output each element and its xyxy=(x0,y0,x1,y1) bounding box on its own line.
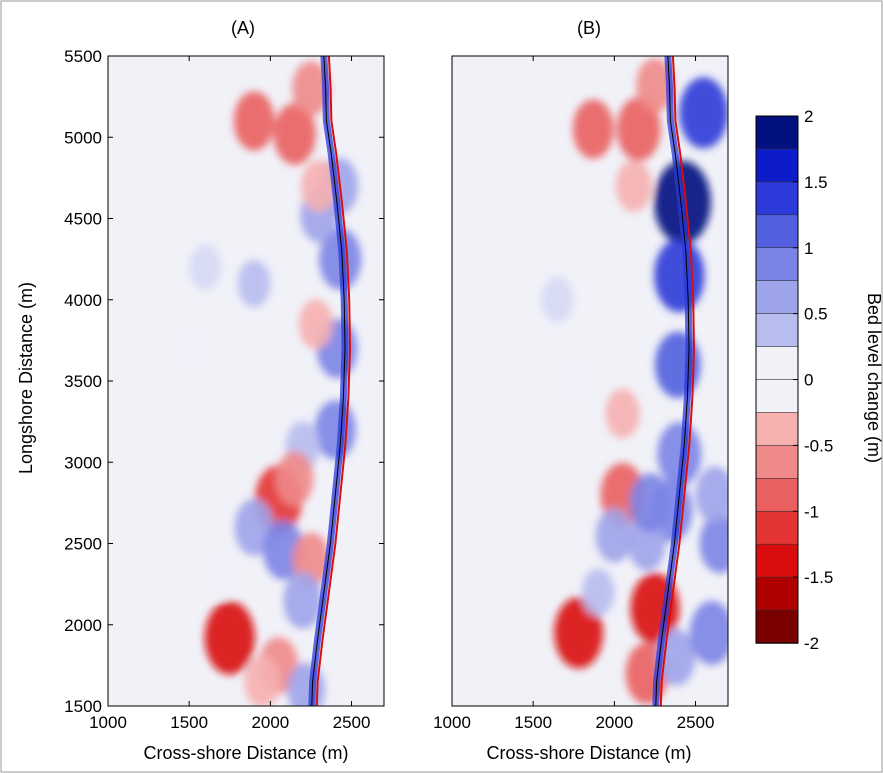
panel-b-change-cell xyxy=(629,473,671,533)
panel-a-ytick-label: 3500 xyxy=(64,372,102,391)
panel-b-shoreline-erosion xyxy=(659,56,696,706)
colorbar-swatch xyxy=(755,148,799,183)
colorbar-swatch xyxy=(755,115,799,150)
panel-b-change-cell xyxy=(616,97,661,162)
panel-a-change-cell xyxy=(301,160,338,212)
panel-b-change-cell xyxy=(615,160,652,212)
panel-a-xtick-label: 1500 xyxy=(170,713,208,732)
panel-a-ytick-label: 2500 xyxy=(64,535,102,554)
panel-b-change-cell xyxy=(595,508,634,563)
panel-b-change-cell xyxy=(636,58,674,113)
panel-b: (B) Cross-shore Distance (m) 1000 1500 200… xyxy=(433,18,729,763)
panel-a-change-cell xyxy=(275,451,314,506)
panel-b-xtick-label: 2500 xyxy=(677,713,715,732)
panel-b-label: (B) xyxy=(577,18,601,38)
panel-a-xtick-label: 1000 xyxy=(89,713,127,732)
panel-a-change-cell xyxy=(173,326,205,371)
panel-a-xlabel: Cross-shore Distance (m) xyxy=(143,743,348,763)
panel-b-change-cell xyxy=(689,600,728,665)
panel-b-coastline xyxy=(655,56,690,706)
panel-a-ytick-label: 5000 xyxy=(64,128,102,147)
colorbar-tick-label: -2 xyxy=(804,634,819,653)
panel-b-change-cell xyxy=(572,99,614,159)
panel-a-ytick-label: 1500 xyxy=(64,697,102,716)
panel-b-xtick-label: 2000 xyxy=(595,713,633,732)
colorbar-swatch xyxy=(755,576,799,611)
colorbar-tick-label: 0 xyxy=(804,371,813,390)
panel-a-change-cell xyxy=(292,61,330,116)
panel-a-change-cell xyxy=(189,244,222,291)
panel-b-xtick-label: 1000 xyxy=(433,713,471,732)
panel-b-change-cell xyxy=(654,238,705,313)
panel-a-change-cell xyxy=(233,91,275,151)
colorbar-tick-label: 2 xyxy=(804,107,813,126)
panel-b-xtick-label: 1500 xyxy=(514,713,552,732)
colorbar-swatch xyxy=(755,247,799,282)
panel-a-ytick-label: 4000 xyxy=(64,291,102,310)
panel-a-change-cell xyxy=(314,400,356,460)
panel-b-field xyxy=(541,56,728,706)
colorbar-swatch xyxy=(755,280,799,315)
panel-a-change-cell xyxy=(204,601,255,675)
colorbar-swatch xyxy=(755,609,799,644)
panel-b-change-cell xyxy=(679,77,728,149)
panel-a-ytick-label: 3000 xyxy=(64,453,102,472)
colorbar-swatch xyxy=(755,214,799,249)
panel-a-change-cell xyxy=(273,103,316,165)
panel-a-change-cell xyxy=(206,553,238,599)
colorbar-tick-label: -1.5 xyxy=(804,568,833,587)
panel-a-field xyxy=(173,56,362,706)
colorbar-swatch xyxy=(755,445,799,480)
panel-a-ytick-label: 5500 xyxy=(64,47,102,66)
colorbar-tick-label: 1.5 xyxy=(804,173,828,192)
colorbar-swatch xyxy=(755,313,799,348)
colorbar-swatch xyxy=(755,543,799,578)
panel-b-axes-frame xyxy=(451,55,729,707)
panel-b-xlabel: Cross-shore Distance (m) xyxy=(486,743,691,763)
panel-a-ytick-label: 4500 xyxy=(64,210,102,229)
panel-a-shoreline-erosion xyxy=(315,56,352,706)
panel-b-change-cell xyxy=(699,513,728,574)
panel-a-change-cell xyxy=(237,259,271,308)
panel-a-ytick-label: 2000 xyxy=(64,616,102,635)
panel-b-change-cell xyxy=(558,358,590,404)
panel-a-change-cell xyxy=(244,655,281,706)
colorbar: Bed level change (m) 2 1.5 1 0.5 0 -0.5 -1 -1.5… xyxy=(755,107,883,653)
panel-a-change-cell xyxy=(298,299,333,349)
panel-b-change-cell xyxy=(695,466,728,524)
colorbar-tick-label: -0.5 xyxy=(804,436,833,455)
panel-a-coastline xyxy=(311,56,346,706)
colorbar-swatch xyxy=(755,412,799,447)
colorbar-swatch xyxy=(755,379,799,414)
panel-a-ylabel: Longshore Distance (m) xyxy=(16,282,36,474)
panel-a-xtick-label: 2000 xyxy=(251,713,289,732)
panel-a-label: (A) xyxy=(231,18,255,38)
colorbar-tick-label: -1 xyxy=(804,502,819,521)
panel-a: (A) Cross-shore Distance (m) Longshore D… xyxy=(16,18,385,763)
colorbar-swatch xyxy=(755,510,799,545)
colorbar-label: Bed level change (m) xyxy=(864,293,883,463)
panel-a-xtick-label: 2500 xyxy=(333,713,371,732)
panel-b-change-cell xyxy=(605,388,640,439)
panel-b-change-cell xyxy=(541,276,574,323)
colorbar-swatch xyxy=(755,346,799,381)
colorbar-tick-label: 1 xyxy=(804,239,813,258)
panel-a-change-cell xyxy=(283,572,323,629)
colorbar-swatch xyxy=(755,478,799,513)
colorbar-swatch xyxy=(755,181,799,216)
panel-b-change-cell xyxy=(554,597,603,669)
panel-b-change-cell xyxy=(581,568,615,616)
colorbar-tick-label: 0.5 xyxy=(804,305,828,324)
